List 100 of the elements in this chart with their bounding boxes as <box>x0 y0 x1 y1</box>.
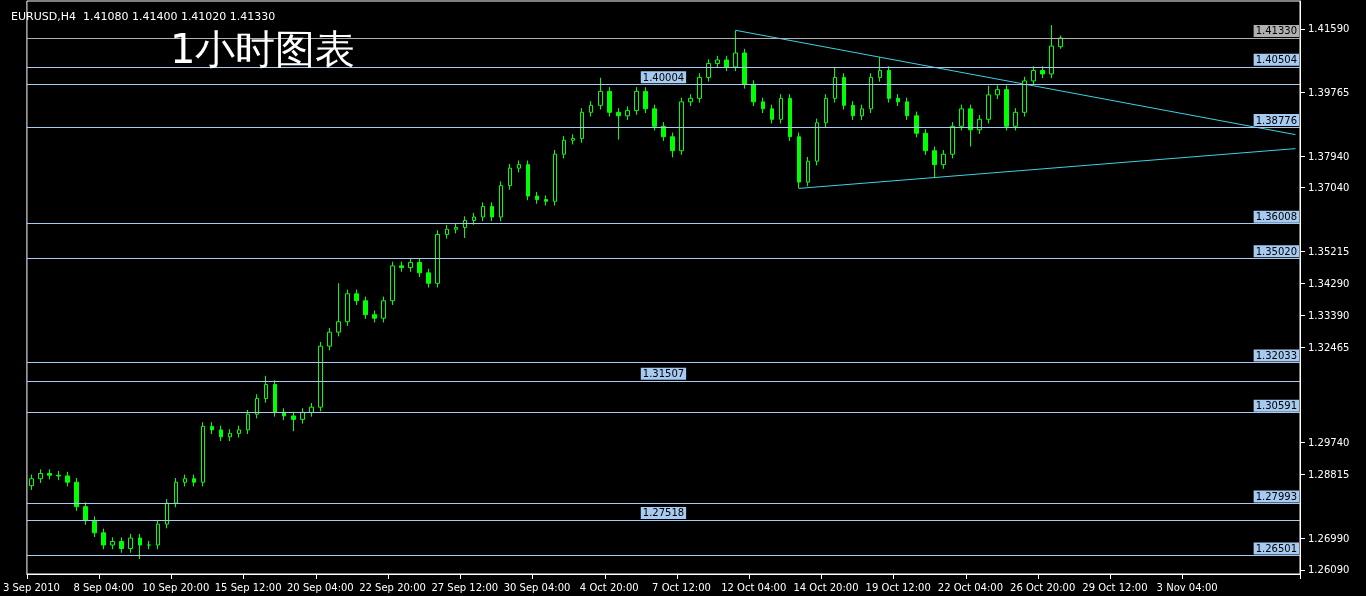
candlestick <box>887 65 891 104</box>
candlestick <box>697 72 702 104</box>
candlestick <box>490 201 494 222</box>
ref-line-label: 1.30591 <box>1255 400 1297 412</box>
candlestick <box>788 93 792 142</box>
y-tick-label: 1.37040 <box>1308 182 1350 194</box>
ref-line-label: 1.26501 <box>1255 542 1297 554</box>
x-tick-label: 10 Sep 20:00 <box>142 581 210 593</box>
candlestick <box>192 474 196 487</box>
candlestick <box>679 97 684 156</box>
candlestick <box>390 261 395 306</box>
candlestick <box>237 425 241 439</box>
candlestick <box>869 72 873 114</box>
candlestick <box>1058 35 1063 50</box>
candlestick <box>950 121 955 159</box>
candlestick <box>445 224 449 240</box>
candlestick <box>751 79 756 107</box>
ref-line-label: 1.32033 <box>1255 349 1297 361</box>
candlestick <box>74 477 79 512</box>
x-tick-label: 19 Oct 12:00 <box>865 581 931 593</box>
candlestick <box>327 327 332 351</box>
candlestick <box>47 468 52 480</box>
candlestick <box>553 149 557 206</box>
candlestick <box>562 135 566 159</box>
candlestick <box>959 104 964 131</box>
y-tick-label: 1.39765 <box>1308 87 1350 99</box>
x-tick-label: 15 Sep 12:00 <box>214 581 282 593</box>
candlestick <box>806 156 810 187</box>
x-tick-label: 29 Oct 12:00 <box>1082 581 1148 593</box>
y-tick-label: 1.34290 <box>1308 278 1350 290</box>
candlestick <box>923 128 928 156</box>
candlestick <box>264 375 268 404</box>
ref-line-label: 1.40004 <box>642 71 685 83</box>
candlestick <box>110 536 115 550</box>
candlestick <box>228 428 232 442</box>
candlestick <box>156 519 160 550</box>
x-tick-label: 20 Sep 04:00 <box>286 581 354 593</box>
candlestick <box>318 341 323 412</box>
candlestick <box>508 163 512 191</box>
candlestick <box>715 55 720 69</box>
candlestick <box>526 159 530 201</box>
candlestick <box>201 421 205 487</box>
x-tick-label: 3 Sep 2010 <box>2 581 60 593</box>
candlestick <box>210 421 214 435</box>
candlestick <box>65 471 70 487</box>
y-tick-label: 1.35215 <box>1308 245 1350 257</box>
candlestick <box>914 111 919 138</box>
candlestick <box>742 48 747 90</box>
candlestick <box>905 97 909 121</box>
y-tick-label: 1.32465 <box>1308 341 1350 353</box>
candlestick <box>463 215 467 239</box>
y-tick-label: 1.26990 <box>1308 532 1350 544</box>
candlestick <box>1022 76 1027 118</box>
candlestick <box>1040 65 1045 79</box>
candlestick <box>815 118 819 166</box>
candlestick <box>1013 107 1018 131</box>
x-tick-label: 8 Sep 04:00 <box>73 581 134 593</box>
x-tick-label: 26 Oct 20:00 <box>1010 581 1076 593</box>
candlestick <box>246 409 250 435</box>
candlestick <box>354 289 359 306</box>
candlestick <box>174 477 178 508</box>
candlestick <box>128 533 133 554</box>
candlestick <box>381 296 386 323</box>
candlestick <box>797 132 801 189</box>
candlestick <box>29 474 34 491</box>
candlestick <box>345 289 350 327</box>
candlestick <box>1004 84 1009 131</box>
candlestick <box>273 379 277 418</box>
candlestick <box>670 132 675 158</box>
x-tick-label: 4 Oct 20:00 <box>579 581 639 593</box>
candlestick <box>472 212 476 226</box>
candlestick <box>291 411 296 432</box>
ref-line-label: 1.38776 <box>1255 114 1297 126</box>
candlestick <box>995 84 1000 100</box>
candlestick <box>833 67 837 104</box>
candlestick <box>92 515 97 538</box>
candlestick <box>165 498 169 529</box>
candlestick <box>706 58 711 83</box>
x-tick-label: 30 Sep 04:00 <box>503 581 571 593</box>
x-tick-label: 14 Oct 20:00 <box>793 581 859 593</box>
candlestick <box>634 86 639 116</box>
candlestick <box>761 97 765 114</box>
candlestick <box>372 310 377 323</box>
candlestick <box>363 296 368 320</box>
ref-line-label: 1.27518 <box>642 507 685 519</box>
candlestick <box>56 470 61 481</box>
y-tick-label: 1.33390 <box>1308 309 1350 321</box>
candlestick <box>688 93 693 107</box>
ref-line-label: 1.27993 <box>1255 490 1297 502</box>
y-tick-label: 1.37940 <box>1308 150 1350 162</box>
y-tick-label: 1.28815 <box>1308 469 1350 481</box>
candlestick <box>986 85 991 124</box>
candlestick <box>219 425 223 442</box>
candlestick <box>598 77 603 111</box>
candlestick <box>1031 65 1036 86</box>
candlestick <box>255 393 259 419</box>
candlestick <box>625 105 630 121</box>
candlestick <box>399 261 404 273</box>
candlestick <box>454 222 458 234</box>
candlestick <box>408 257 413 273</box>
